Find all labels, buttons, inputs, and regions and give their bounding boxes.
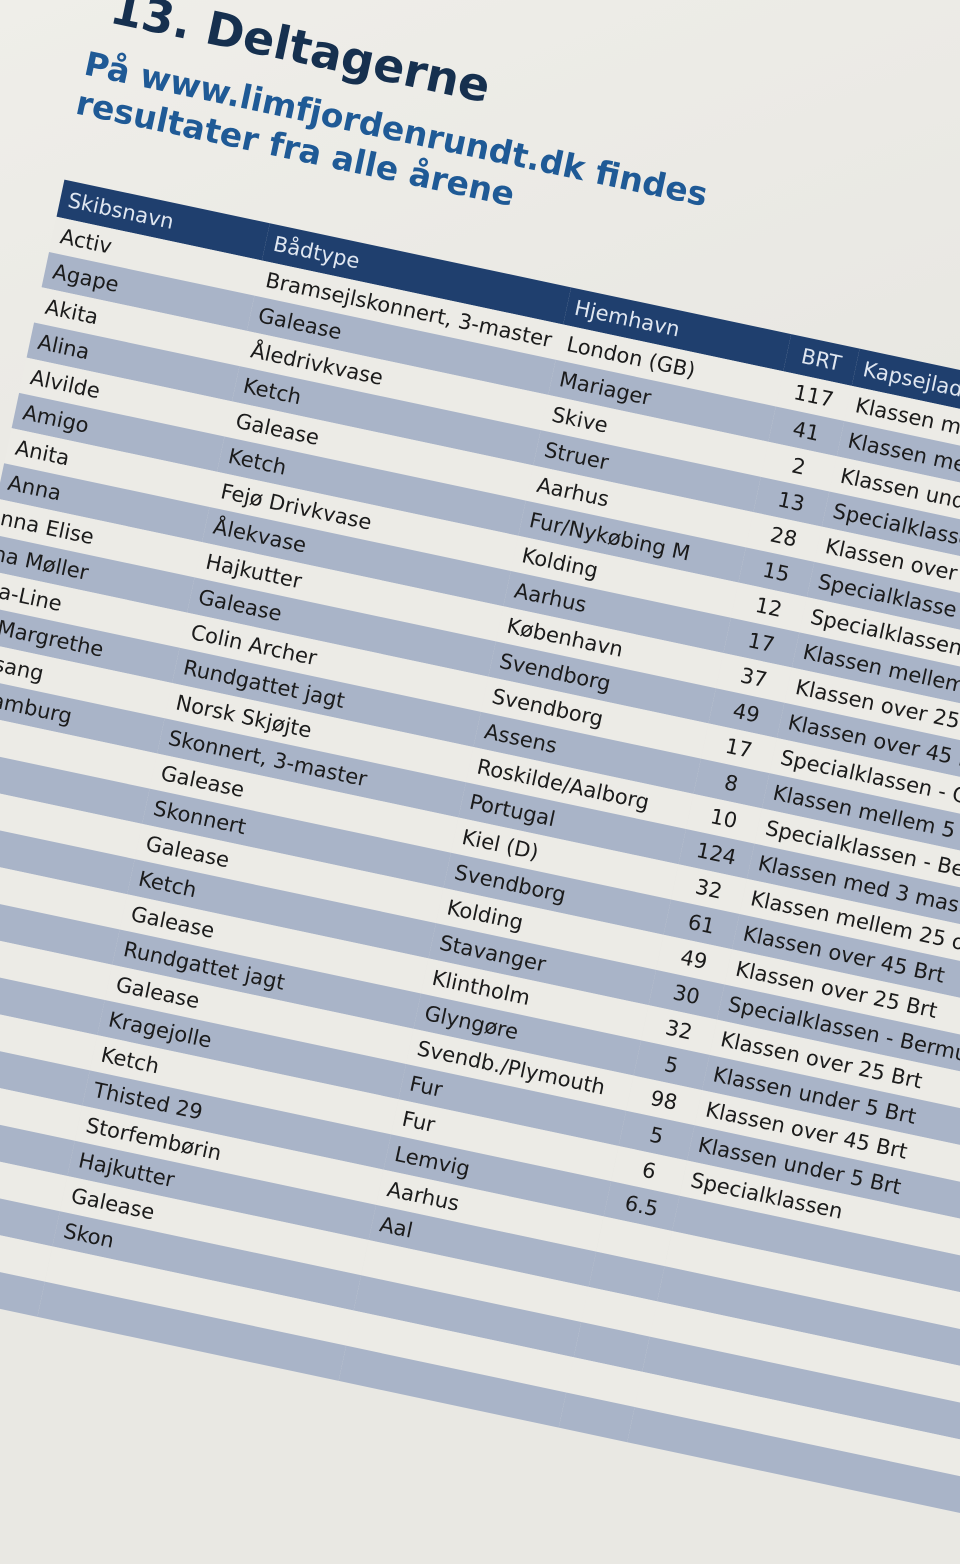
- table-body: Activ Bramsejlskonnert, 3-master London (G…: [0, 216, 960, 1529]
- participants-table: Skibsnavn Bådtype Hjemhavn BRT Kapsejlad…: [0, 179, 960, 1529]
